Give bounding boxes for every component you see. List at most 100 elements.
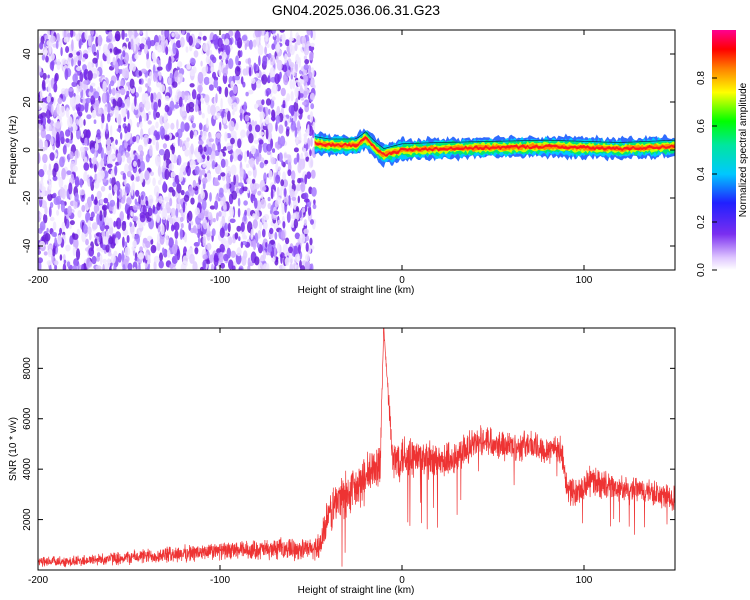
spectrogram-cell	[235, 55, 239, 66]
spectrogram-cell	[106, 102, 112, 114]
spectrogram-cell	[205, 159, 211, 171]
spectrogram-cell	[247, 187, 250, 194]
spectrogram-cell	[229, 218, 236, 224]
spectrogram-cell	[267, 75, 271, 83]
spectrogram-cell	[192, 261, 198, 270]
spectrogram-cell	[47, 193, 53, 202]
spectrogram-cell	[309, 237, 313, 246]
spectrogram-cell	[266, 143, 273, 152]
spectrogram-cell	[156, 66, 163, 71]
spectrogram-cell	[164, 104, 170, 113]
spectrogram-cell	[115, 139, 118, 146]
spectrogram-cell	[192, 225, 197, 234]
spectrogram-cell	[230, 137, 235, 145]
spectrogram-cell	[139, 160, 146, 172]
spectrogram-cell	[164, 122, 170, 130]
spectrogram-cell	[185, 165, 189, 173]
spectrogram-cell	[295, 184, 302, 192]
spectrogram-cell	[41, 54, 46, 61]
x-tick-label: 100	[576, 275, 593, 286]
spectrogram-cell	[233, 157, 237, 162]
spectrogram-cell	[247, 170, 252, 176]
spectrogram-cell	[132, 240, 137, 248]
spectrogram-cell	[250, 145, 256, 155]
spectrogram-cell	[215, 194, 219, 201]
spectrogram-cell	[267, 43, 270, 48]
spectrogram-cell	[130, 57, 133, 68]
spectrogram-cell	[45, 134, 52, 141]
spectrogram-cell	[109, 80, 115, 87]
spectrogram-cell	[153, 101, 158, 112]
spectrogram-cell	[75, 33, 80, 40]
spectrogram-cell	[182, 201, 186, 213]
spectrogram-cell	[122, 172, 127, 180]
spectrogram-cell	[303, 148, 307, 153]
spectrogram-cell	[168, 237, 174, 248]
spectrogram-cell	[170, 122, 175, 130]
spectrogram-cell	[261, 99, 265, 106]
spectrogram-cell	[176, 94, 180, 100]
spectrogram-cell	[305, 242, 309, 253]
spectrogram-cell	[220, 210, 227, 219]
spectrogram-cell	[203, 76, 210, 86]
spectrogram-cell	[147, 194, 154, 207]
spectrogram-cell	[70, 132, 74, 141]
spectrogram-cell	[217, 141, 222, 153]
spectrogram-cell	[219, 187, 224, 196]
spectrogram-cell	[47, 248, 53, 258]
spectrogram-cell	[242, 186, 248, 192]
spectrogram-cell	[50, 96, 54, 102]
spectrogram-cell	[63, 37, 69, 43]
spectrogram-cell	[267, 202, 272, 210]
spectrogram-cell	[202, 253, 208, 260]
spectrogram-cell	[92, 156, 97, 164]
spectrogram-cell	[105, 244, 110, 253]
spectrogram-cell	[167, 76, 173, 86]
spectrogram-cell	[73, 124, 78, 131]
spectrogram-cell	[84, 102, 89, 113]
spectrogram-cell	[145, 200, 149, 207]
spectrogram-cell	[171, 135, 176, 140]
spectrogram-cell	[255, 36, 260, 47]
spectrogram-cell	[89, 85, 94, 93]
spectrogram-cell	[207, 211, 213, 221]
spectrogram-cell	[150, 92, 154, 103]
spectrogram-cell	[56, 32, 60, 43]
spectrogram-cell	[70, 30, 74, 38]
spectrogram-cell	[153, 72, 157, 83]
spectrogram-cell	[230, 164, 237, 176]
spectrogram-cell	[145, 153, 150, 163]
bottom-y-axis-label: SNR (10 * v/v)	[8, 417, 19, 481]
spectrogram-cell	[271, 148, 276, 153]
spectrogram-cell	[83, 80, 88, 85]
spectrogram-cell	[271, 30, 276, 34]
spectrogram-cell	[97, 34, 103, 47]
spectrogram-cell	[310, 42, 315, 47]
spectrogram-cell	[139, 43, 145, 50]
spectrogram-cell	[209, 77, 214, 85]
spectrogram-cell	[99, 254, 103, 266]
spectrogram-cell	[85, 212, 91, 223]
spectrogram-cell	[206, 172, 212, 182]
spectrogram-cell	[265, 98, 272, 106]
spectrogram-cell	[38, 257, 43, 264]
spectrogram-cell	[114, 165, 118, 176]
spectrogram-cell	[230, 250, 236, 258]
spectrogram-cell	[113, 46, 119, 56]
spectrogram-cell	[138, 78, 142, 85]
spectrogram-cell	[290, 73, 293, 80]
y-tick-label: 4000	[22, 458, 33, 481]
spectrogram-cell	[231, 190, 238, 200]
spectrogram-cell	[133, 108, 139, 116]
spectrogram-cell	[270, 116, 276, 121]
spectrogram-cell	[289, 38, 293, 50]
spectrogram-cell	[302, 207, 306, 213]
spectrogram-cell	[49, 152, 55, 161]
spectrogram-cell	[279, 186, 283, 199]
spectrogram-cell	[233, 151, 237, 158]
spectrogram-cell	[252, 39, 257, 48]
spectrogram-cell	[94, 173, 98, 182]
spectrogram-cell	[265, 242, 268, 248]
spectrogram-cell	[44, 205, 48, 216]
spectrogram-cell	[183, 194, 190, 202]
